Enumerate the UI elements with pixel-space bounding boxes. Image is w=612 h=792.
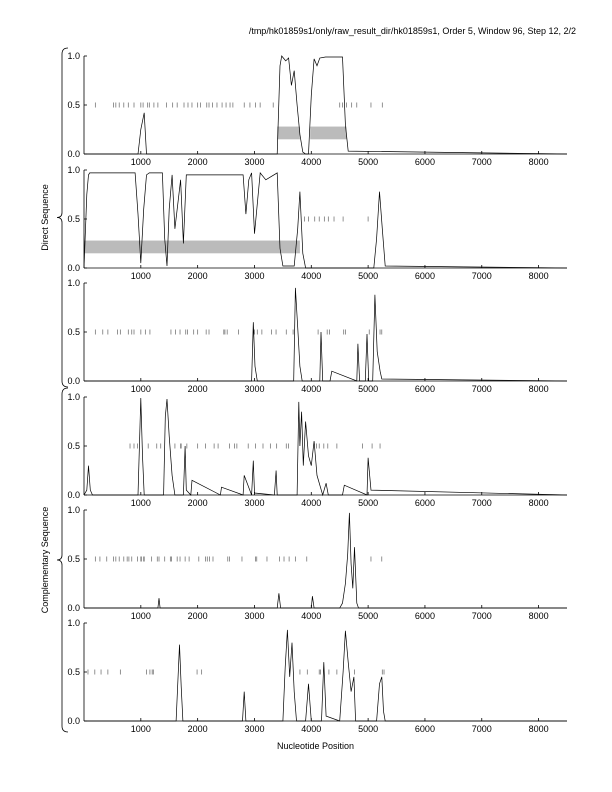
y-tick-label: 1.0 [67,392,80,402]
chart-panel-5: 0.0 0.5 1.0 1000 2000 3000 4000 5000 6000 7000 800… [67,505,567,621]
chart-panel-4: 0.0 0.5 1.0 1000 2000 3000 4000 5000 6000 7000 800… [67,392,568,508]
chart-panel-6: 0.0 0.5 1.0 1000 2000 3000 4000 5000 6000 7000 800… [67,618,567,734]
y-tick-label: 1.0 [67,618,80,628]
y-tick-label: 0.5 [67,214,80,224]
x-tick-label: 5000 [358,271,378,281]
x-tick-label: 4000 [301,271,321,281]
y-tick-label: 0.0 [67,603,80,613]
shaded-band [84,240,300,254]
x-tick-label: 1000 [131,271,151,281]
x-tick-label: 4000 [301,384,321,394]
shaded-band [310,126,347,140]
x-tick-label: 3000 [244,724,264,734]
series-line [84,629,567,722]
y-tick-label: 1.0 [67,51,80,61]
x-tick-label: 8000 [529,724,549,734]
x-tick-label: 5000 [358,611,378,621]
series-line [84,287,568,382]
x-tick-label: 7000 [472,271,492,281]
x-tick-label: 7000 [472,384,492,394]
shaded-band [277,126,300,140]
x-tick-label: 4000 [301,157,321,167]
y-tick-label: 0.0 [67,716,80,726]
chart-panel-1: 0.0 0.5 1.0 1000 2000 3000 4000 5000 6000 7000 800… [67,51,568,167]
direct-sequence-brace [56,47,69,388]
x-tick-label: 3000 [244,271,264,281]
y-tick-label: 0.5 [67,554,80,564]
page-title: /tmp/hk01859s1/only/raw_result_dir/hk018… [248,26,576,36]
x-tick-label: 3000 [244,384,264,394]
x-tick-label: 5000 [358,724,378,734]
series-line [83,172,568,269]
x-tick-label: 7000 [472,611,492,621]
y-tick-label: 0.5 [67,100,80,110]
complementary-sequence-label: Complementary Sequence [40,507,50,614]
x-tick-label: 7000 [472,157,492,167]
x-tick-label: 7000 [472,498,492,508]
x-tick-label: 4000 [301,498,321,508]
x-tick-label: 6000 [415,384,435,394]
x-tick-label: 5000 [358,498,378,508]
complementary-sequence-brace [56,387,69,733]
y-tick-label: 0.5 [67,327,80,337]
x-axis-title: Nucleotide Position [277,741,354,751]
x-tick-label: 5000 [358,384,378,394]
x-tick-label: 8000 [529,498,549,508]
x-tick-label: 3000 [244,498,264,508]
y-tick-label: 1.0 [67,278,80,288]
chart-panel-2: 0.0 0.5 1.0 1000 2000 3000 4000 5000 6000 7000 800… [67,165,568,281]
series-line [83,397,568,497]
x-tick-label: 8000 [529,271,549,281]
y-tick-label: 0.5 [67,441,80,451]
x-tick-label: 7000 [472,724,492,734]
y-tick-label: 0.5 [67,667,80,677]
x-tick-label: 2000 [188,724,208,734]
y-tick-label: 1.0 [67,505,80,515]
x-tick-label: 2000 [188,611,208,621]
x-tick-label: 3000 [244,157,264,167]
y-tick-label: 0.0 [67,263,80,273]
y-tick-label: 0.0 [67,490,80,500]
x-tick-label: 8000 [529,611,549,621]
chart-panel-3: 0.0 0.5 1.0 1000 2000 3000 4000 5000 6000 7000 800… [67,278,568,394]
x-tick-label: 6000 [415,498,435,508]
y-tick-label: 0.0 [67,149,80,159]
x-tick-label: 8000 [529,384,549,394]
x-tick-label: 6000 [415,724,435,734]
x-tick-label: 3000 [244,611,264,621]
x-tick-label: 8000 [529,157,549,167]
y-tick-label: 0.0 [67,376,80,386]
x-tick-label: 1000 [131,611,151,621]
x-tick-label: 5000 [358,157,378,167]
x-tick-label: 6000 [415,157,435,167]
x-tick-label: 1000 [131,384,151,394]
x-tick-label: 4000 [301,611,321,621]
x-tick-label: 6000 [415,271,435,281]
x-tick-label: 4000 [301,724,321,734]
x-tick-label: 2000 [188,498,208,508]
y-tick-label: 1.0 [67,165,80,175]
x-tick-label: 2000 [188,384,208,394]
x-tick-label: 2000 [188,157,208,167]
x-tick-label: 2000 [188,271,208,281]
x-tick-label: 1000 [131,157,151,167]
series-line [84,512,567,609]
x-tick-label: 1000 [131,498,151,508]
x-tick-label: 6000 [415,611,435,621]
direct-sequence-label: Direct Sequence [40,184,50,251]
x-tick-label: 1000 [131,724,151,734]
